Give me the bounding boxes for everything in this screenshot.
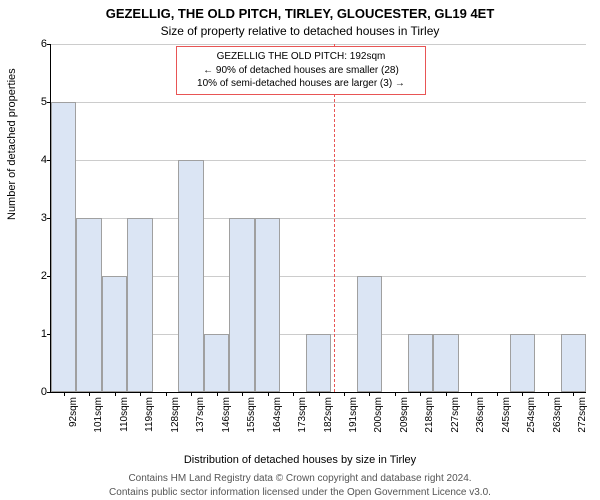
- x-tick-label: 227sqm: [450, 397, 453, 433]
- x-tick-label: 164sqm: [272, 397, 275, 433]
- bar: [433, 334, 458, 392]
- x-tick-label: 218sqm: [424, 397, 427, 433]
- bar: [127, 218, 152, 392]
- x-tick-label: 110sqm: [119, 397, 122, 432]
- bar: [408, 334, 433, 392]
- x-tick-label: 236sqm: [475, 397, 478, 433]
- annotation-line-3: 10% of semi-detached houses are larger (…: [183, 77, 419, 91]
- y-tick-label: 0: [29, 386, 47, 398]
- y-tick-label: 4: [29, 154, 47, 166]
- chart-title-sub: Size of property relative to detached ho…: [0, 24, 600, 38]
- bar: [102, 276, 127, 392]
- annotation-line-2: ← 90% of detached houses are smaller (28…: [183, 64, 419, 78]
- x-tick-label: 263sqm: [552, 397, 555, 433]
- x-tick-label: 128sqm: [170, 397, 173, 433]
- footer-line-1: Contains HM Land Registry data © Crown c…: [0, 472, 600, 486]
- x-tick-label: 254sqm: [526, 397, 529, 433]
- x-tick-label: 191sqm: [348, 397, 351, 433]
- x-tick-label: 209sqm: [399, 397, 402, 433]
- x-axis-label: Distribution of detached houses by size …: [0, 454, 600, 466]
- y-tick-label: 2: [29, 270, 47, 282]
- footer-line-2: Contains public sector information licen…: [0, 486, 600, 500]
- x-tick-label: 182sqm: [323, 397, 326, 433]
- y-tick-label: 1: [29, 328, 47, 340]
- annotation-line-1: GEZELLIG THE OLD PITCH: 192sqm: [183, 50, 419, 64]
- bar: [306, 334, 331, 392]
- reference-line: [334, 44, 335, 392]
- bar: [255, 218, 280, 392]
- bar: [178, 160, 203, 392]
- bar: [204, 334, 229, 392]
- plot-area: 012345692sqm101sqm110sqm119sqm128sqm137s…: [50, 44, 586, 393]
- x-tick-label: 137sqm: [195, 397, 198, 433]
- gridline: [51, 102, 586, 103]
- y-axis-label: Number of detached properties: [6, 68, 18, 220]
- x-tick-label: 200sqm: [373, 397, 376, 433]
- bar: [51, 102, 76, 392]
- y-tick-label: 6: [29, 38, 47, 50]
- chart-title-main: GEZELLIG, THE OLD PITCH, TIRLEY, GLOUCES…: [0, 6, 600, 21]
- y-tick-label: 5: [29, 96, 47, 108]
- bar: [510, 334, 535, 392]
- x-tick-label: 245sqm: [501, 397, 504, 433]
- annotation-box: GEZELLIG THE OLD PITCH: 192sqm← 90% of d…: [176, 46, 426, 95]
- chart-container: GEZELLIG, THE OLD PITCH, TIRLEY, GLOUCES…: [0, 0, 600, 500]
- x-tick-label: 101sqm: [93, 397, 96, 433]
- x-tick-label: 119sqm: [144, 397, 147, 432]
- x-tick-label: 92sqm: [68, 397, 71, 427]
- gridline: [51, 160, 586, 161]
- chart-footer: Contains HM Land Registry data © Crown c…: [0, 472, 600, 499]
- y-tick-label: 3: [29, 212, 47, 224]
- bar: [229, 218, 254, 392]
- x-tick-label: 146sqm: [221, 397, 224, 433]
- gridline: [51, 44, 586, 45]
- x-tick-label: 155sqm: [246, 397, 249, 433]
- bar: [357, 276, 382, 392]
- bar: [76, 218, 101, 392]
- x-tick-label: 272sqm: [577, 397, 580, 433]
- x-tick-label: 173sqm: [297, 397, 300, 433]
- bar: [561, 334, 586, 392]
